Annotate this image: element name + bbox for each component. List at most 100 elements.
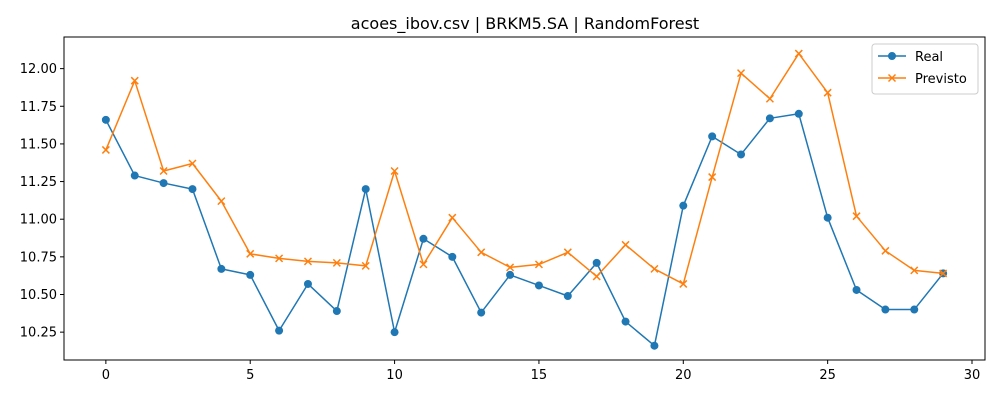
legend-label: Previsto xyxy=(915,72,967,87)
data-point-real xyxy=(303,279,312,288)
data-point-previsto xyxy=(765,94,774,103)
data-point-real xyxy=(448,252,457,261)
data-point-real xyxy=(823,213,832,222)
y-tick-label: 11.00 xyxy=(20,213,57,228)
data-point-real xyxy=(794,109,803,118)
y-tick-label: 10.25 xyxy=(20,326,57,341)
y-tick-label: 11.25 xyxy=(20,175,57,190)
data-point-previsto xyxy=(130,76,139,85)
x-marker-stroke xyxy=(679,279,688,288)
x-marker-stroke xyxy=(448,213,457,222)
data-point-real xyxy=(101,115,110,124)
series-line-real xyxy=(105,113,944,347)
x-tick-label: 0 xyxy=(102,368,110,383)
x-marker-stroke xyxy=(159,166,168,176)
x-marker-stroke xyxy=(246,249,255,258)
data-point-real xyxy=(217,264,226,273)
x-tick-label: 10 xyxy=(386,368,403,383)
y-tick-label: 11.50 xyxy=(20,137,57,152)
data-point-real xyxy=(390,328,399,337)
x-tick-label: 15 xyxy=(531,368,548,383)
data-point-previsto xyxy=(159,166,168,176)
x-marker-stroke xyxy=(419,260,428,269)
x-marker-stroke xyxy=(794,49,803,58)
data-point-previsto xyxy=(881,246,890,255)
y-tick-label: 11.75 xyxy=(20,100,57,115)
data-point-previsto xyxy=(621,240,630,249)
legend-marker xyxy=(888,52,896,60)
x-tick-label: 30 xyxy=(964,368,981,383)
x-marker-stroke xyxy=(101,145,110,154)
data-point-real xyxy=(708,132,717,141)
data-point-real xyxy=(881,305,890,314)
x-marker-stroke xyxy=(765,94,774,103)
data-point-previsto xyxy=(852,212,861,221)
data-point-real xyxy=(419,234,428,243)
legend-label: Real xyxy=(915,50,943,65)
x-tick-label: 20 xyxy=(675,368,692,383)
x-marker-stroke xyxy=(534,260,543,269)
data-point-real xyxy=(275,326,284,335)
data-point-previsto xyxy=(217,197,226,206)
data-point-previsto xyxy=(679,279,688,288)
data-point-previsto xyxy=(708,173,717,182)
data-point-real xyxy=(737,150,746,159)
data-point-previsto xyxy=(275,254,284,263)
x-marker-stroke xyxy=(708,173,717,182)
data-point-real xyxy=(246,270,255,279)
data-point-real xyxy=(361,185,370,194)
data-point-real xyxy=(534,281,543,290)
data-point-real xyxy=(477,308,486,317)
data-point-real xyxy=(679,201,688,210)
data-point-real xyxy=(852,285,861,294)
data-point-previsto xyxy=(448,213,457,222)
data-point-real xyxy=(592,258,601,267)
data-point-previsto xyxy=(506,263,515,272)
data-point-previsto xyxy=(419,260,428,269)
x-marker-stroke xyxy=(910,266,919,275)
x-marker-stroke xyxy=(188,159,197,168)
legend-marker xyxy=(887,73,897,83)
data-point-previsto xyxy=(332,258,341,267)
data-point-real xyxy=(650,341,659,350)
data-point-previsto xyxy=(563,248,572,257)
x-marker-stroke xyxy=(217,197,226,206)
chart-title: acoes_ibov.csv | BRKM5.SA | RandomForest xyxy=(351,14,699,34)
data-point-real xyxy=(765,114,774,123)
data-point-previsto xyxy=(188,159,197,168)
y-tick-label: 10.50 xyxy=(20,288,57,303)
data-point-previsto xyxy=(737,69,746,78)
data-point-previsto xyxy=(650,264,659,273)
y-tick-label: 10.75 xyxy=(20,250,57,265)
x-marker-stroke xyxy=(592,272,601,281)
data-point-previsto xyxy=(361,261,370,270)
x-marker-stroke xyxy=(506,263,515,272)
x-marker-stroke xyxy=(130,76,139,85)
data-point-previsto xyxy=(101,145,110,154)
data-point-previsto xyxy=(390,166,399,176)
x-marker-stroke xyxy=(332,258,341,267)
data-point-real xyxy=(188,185,197,194)
data-point-previsto xyxy=(246,249,255,258)
x-marker-stroke xyxy=(823,88,832,97)
x-marker-stroke xyxy=(852,212,861,221)
data-point-previsto xyxy=(823,88,832,97)
x-tick-label: 25 xyxy=(819,368,836,383)
axes-frame xyxy=(63,36,986,361)
data-point-real xyxy=(159,179,168,188)
legend: Real Previsto xyxy=(871,43,979,95)
x-marker-stroke xyxy=(303,257,312,266)
data-point-real xyxy=(563,292,572,301)
legend-item-previsto: Previsto xyxy=(878,72,967,87)
x-marker-stroke xyxy=(390,166,399,176)
x-marker-stroke xyxy=(737,69,746,78)
data-point-real xyxy=(332,307,341,316)
series-line-previsto xyxy=(105,52,944,285)
x-marker-stroke xyxy=(477,248,486,257)
x-marker-stroke xyxy=(939,269,948,278)
data-point-previsto xyxy=(477,248,486,257)
x-marker-stroke xyxy=(881,246,890,255)
x-marker-stroke xyxy=(650,264,659,273)
data-point-real xyxy=(621,317,630,326)
